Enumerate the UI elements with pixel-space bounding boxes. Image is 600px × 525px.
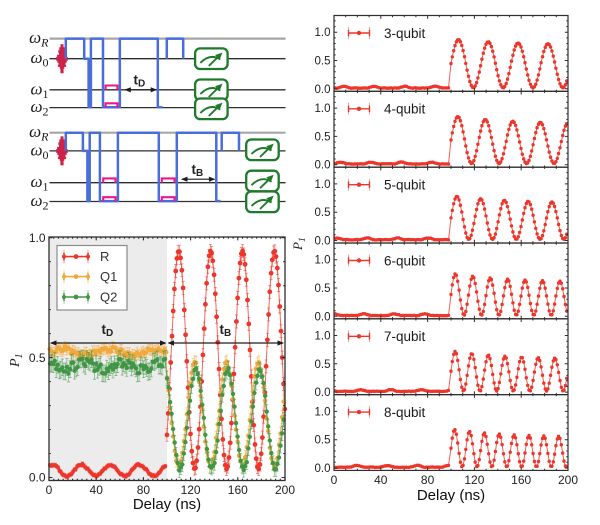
svg-text:7-qubit: 7-qubit [384,329,426,344]
svg-text:0.0: 0.0 [29,471,46,485]
svg-text:1.0: 1.0 [315,103,331,115]
svg-text:0.5: 0.5 [315,131,331,143]
svg-text:40: 40 [374,473,388,487]
svg-text:200: 200 [275,483,295,497]
svg-text:0.5: 0.5 [315,283,331,295]
svg-text:120: 120 [464,473,484,487]
svg-text:160: 160 [228,483,248,497]
svg-text:tD: tD [102,322,114,339]
svg-text:0.0: 0.0 [315,236,331,248]
svg-text:1.0: 1.0 [315,331,331,343]
svg-text:0: 0 [46,483,53,497]
svg-text:0.5: 0.5 [315,207,331,219]
svg-text:1.0: 1.0 [315,27,331,39]
svg-text:80: 80 [421,473,435,487]
svg-text:160: 160 [511,473,531,487]
svg-text:tD: tD [134,73,146,90]
svg-text:0.5: 0.5 [315,359,331,371]
svg-text:0.0: 0.0 [315,311,331,323]
svg-text:5-qubit: 5-qubit [384,178,426,193]
svg-text:200: 200 [558,473,578,487]
svg-text:8-qubit: 8-qubit [384,405,426,420]
svg-text:0.5: 0.5 [315,56,331,68]
svg-text:1.0: 1.0 [315,255,331,267]
svg-text:Q2: Q2 [100,290,117,305]
svg-text:40: 40 [90,483,104,497]
svg-text:4-qubit: 4-qubit [384,102,426,117]
svg-text:0.5: 0.5 [315,435,331,447]
svg-text:R: R [100,249,109,264]
svg-text:3-qubit: 3-qubit [384,26,426,41]
svg-text:Delay (ns): Delay (ns) [133,496,201,513]
svg-text:0: 0 [331,473,338,487]
svg-text:0.0: 0.0 [315,387,331,399]
svg-text:1.0: 1.0 [315,179,331,191]
svg-text:0.5: 0.5 [29,351,46,365]
svg-text:80: 80 [137,483,151,497]
svg-text:6-qubit: 6-qubit [384,253,426,268]
svg-text:120: 120 [181,483,201,497]
svg-text:Delay (ns): Delay (ns) [417,487,485,504]
svg-text:0.0: 0.0 [315,84,331,96]
svg-text:tB: tB [220,322,232,339]
svg-text:1.0: 1.0 [315,406,331,418]
svg-text:1.0: 1.0 [29,231,46,245]
svg-text:0.0: 0.0 [315,160,331,172]
svg-text:0.0: 0.0 [315,463,331,475]
svg-text:tB: tB [192,162,204,179]
svg-text:Q1: Q1 [100,269,117,284]
